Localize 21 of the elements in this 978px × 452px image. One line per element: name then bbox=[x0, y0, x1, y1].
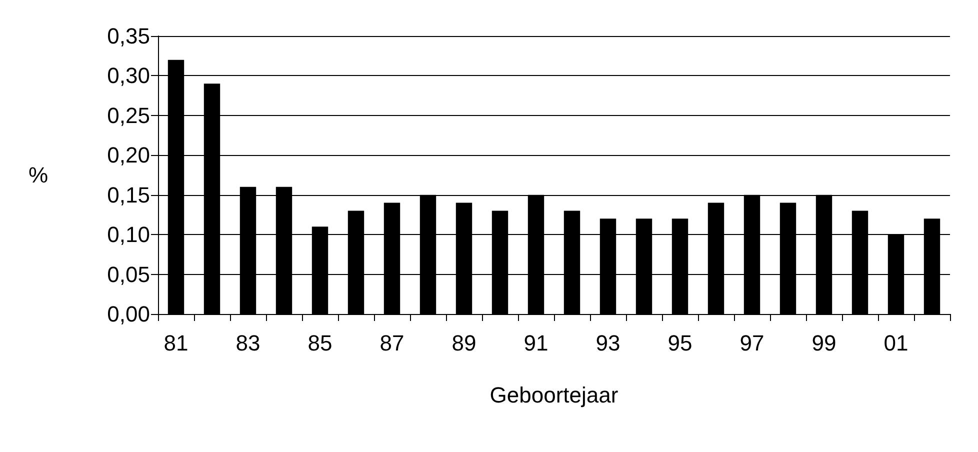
x-tick-label: 87 bbox=[380, 330, 404, 356]
x-tick-label: 01 bbox=[884, 330, 908, 356]
y-tick-label: 0,20 bbox=[107, 142, 150, 168]
y-axis-title: % bbox=[28, 162, 48, 188]
x-tick-label: 95 bbox=[668, 330, 692, 356]
y-tick-label: 0,00 bbox=[107, 302, 150, 326]
y-tick-label: 0,05 bbox=[107, 262, 150, 287]
x-axis-title: Geboortejaar bbox=[490, 382, 618, 408]
y-tick-label: 0,15 bbox=[107, 182, 150, 208]
x-tick-label: 97 bbox=[740, 330, 764, 356]
x-tick-label: 89 bbox=[452, 330, 476, 356]
x-tick-label: 83 bbox=[236, 330, 260, 356]
y-tick-label: 0,30 bbox=[107, 63, 150, 88]
x-tick-label: 85 bbox=[308, 330, 332, 356]
x-tick-label: 99 bbox=[812, 330, 836, 356]
x-tick-label: 91 bbox=[524, 330, 548, 356]
y-tick-label: 0,10 bbox=[107, 222, 150, 248]
x-tick-label: 81 bbox=[164, 330, 188, 356]
y-tick-label: 0,35 bbox=[107, 24, 150, 48]
y-tick-label: 0,25 bbox=[107, 102, 150, 128]
x-tick-label: 93 bbox=[596, 330, 620, 356]
